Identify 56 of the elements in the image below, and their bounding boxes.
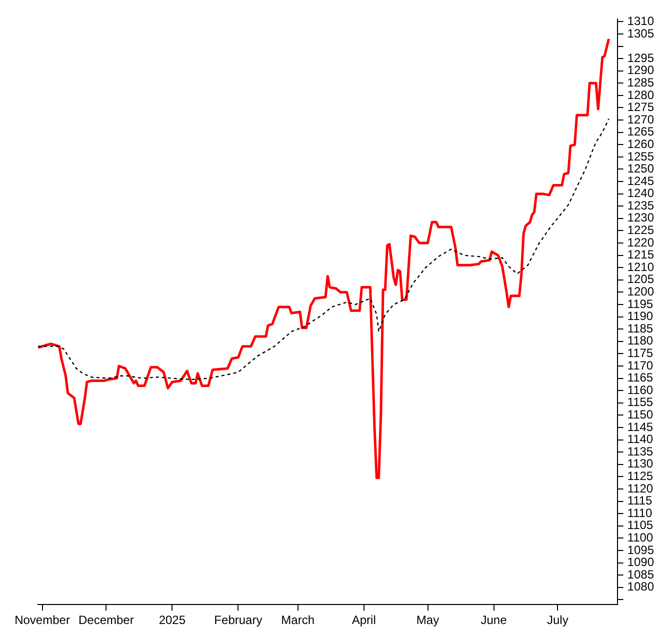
y-tick-label: 1255 xyxy=(627,149,654,164)
y-tick-label: 1275 xyxy=(627,100,654,114)
y-tick-label: 1085 xyxy=(627,567,654,582)
y-tick-label: 1290 xyxy=(627,63,654,78)
y-tick-label: 1080 xyxy=(627,580,654,594)
x-tick-label: July xyxy=(547,613,568,628)
y-tick-label: 1210 xyxy=(627,260,654,274)
y-tick-label: 1295 xyxy=(627,50,654,65)
y-tick-label: 1135 xyxy=(627,444,654,458)
x-tick-label: June xyxy=(480,613,508,628)
y-tick-label: 1165 xyxy=(627,370,654,385)
y-tick-label: 1185 xyxy=(627,321,654,336)
y-tick-label: 1235 xyxy=(627,198,654,212)
y-tick-label: 1110 xyxy=(627,506,653,520)
x-tick-label: February xyxy=(214,613,262,628)
y-tick-label: 1195 xyxy=(627,296,654,311)
y-tick-label: 1285 xyxy=(627,75,654,90)
y-tick-label: 1155 xyxy=(627,395,654,410)
y-tick-label: 1305 xyxy=(627,26,654,40)
y-tick-label: 1145 xyxy=(627,420,654,434)
y-tick-label: 1100 xyxy=(627,530,654,544)
x-tick-label: December xyxy=(78,613,134,628)
y-tick-label: 1150 xyxy=(627,408,654,422)
y-tick-label: 1230 xyxy=(627,210,654,225)
y-tick-label: 1245 xyxy=(627,174,654,188)
y-tick-label: 1175 xyxy=(627,346,654,360)
y-tick-label: 1095 xyxy=(627,542,654,557)
y-tick-label: 1280 xyxy=(627,88,654,102)
x-tick-label: March xyxy=(281,613,315,628)
y-tick-label: 1265 xyxy=(627,124,654,139)
y-tick-label: 1180 xyxy=(627,334,654,348)
y-tick-label: 1120 xyxy=(627,481,654,496)
y-tick-label: 1140 xyxy=(627,432,654,446)
y-tick-label: 1225 xyxy=(627,223,654,238)
y-tick-label: 1105 xyxy=(627,518,654,532)
y-tick-label: 1250 xyxy=(627,162,654,176)
y-tick-label: 1205 xyxy=(627,272,654,286)
y-tick-label: 1160 xyxy=(627,382,654,397)
y-tick-label: 1170 xyxy=(627,358,654,372)
y-tick-label: 1200 xyxy=(627,284,654,299)
x-tick-label: 2025 xyxy=(158,613,186,628)
x-tick-label: November xyxy=(14,613,70,628)
y-tick-label: 1240 xyxy=(627,186,654,200)
y-tick-label: 1215 xyxy=(627,248,654,262)
y-tick-label: 1115 xyxy=(627,494,653,508)
line-series xyxy=(38,118,610,380)
x-tick-label: May xyxy=(416,613,440,628)
y-tick-label: 1310 xyxy=(627,14,654,28)
y-tick-label: 1220 xyxy=(627,235,654,250)
y-tick-label: 1090 xyxy=(627,555,654,570)
y-tick-label: 1270 xyxy=(627,112,654,126)
x-tick-label: April xyxy=(352,613,376,628)
y-tick-label: 1130 xyxy=(627,456,654,471)
y-tick-label: 1260 xyxy=(627,136,654,151)
y-tick-label: 1125 xyxy=(627,469,654,484)
y-tick-label: 1190 xyxy=(627,309,654,324)
